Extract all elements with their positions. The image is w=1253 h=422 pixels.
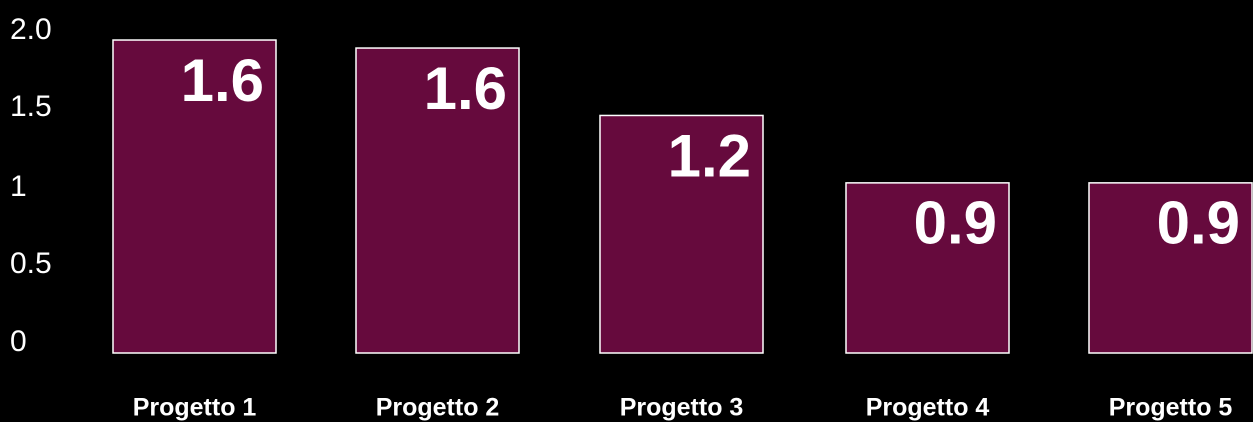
y-tick-label: 1.5 — [10, 90, 52, 123]
x-category-label: Progetto 4 — [866, 394, 990, 422]
y-tick-label: 1 — [10, 170, 27, 203]
x-category-label: Progetto 1 — [133, 394, 257, 422]
bar — [845, 182, 1010, 354]
x-category-label: Progetto 2 — [376, 394, 500, 422]
bar-data-label: 0.9 — [1157, 190, 1240, 257]
bar-data-label: 1.6 — [181, 47, 264, 114]
bar — [1088, 182, 1253, 354]
bar — [355, 47, 520, 354]
bar-data-label: 1.2 — [668, 122, 751, 189]
y-tick-label: 0 — [10, 325, 27, 358]
y-axis: 0 0.5 1 1.5 2.0 — [10, 13, 52, 358]
bar — [599, 114, 764, 354]
x-axis: Progetto 1 Progetto 2 Progetto 3 Progetto 4… — [133, 394, 1233, 422]
bar — [112, 39, 277, 354]
y-tick-label: 2.0 — [10, 13, 52, 46]
y-tick-label: 0.5 — [10, 247, 52, 280]
x-category-label: Progetto 5 — [1109, 394, 1233, 422]
x-category-label: Progetto 3 — [620, 394, 744, 422]
bars: 1.6 1.6 1.2 0.9 0.9 — [112, 39, 1253, 354]
bar-data-label: 0.9 — [914, 190, 997, 257]
bar-data-label: 1.6 — [424, 55, 507, 122]
